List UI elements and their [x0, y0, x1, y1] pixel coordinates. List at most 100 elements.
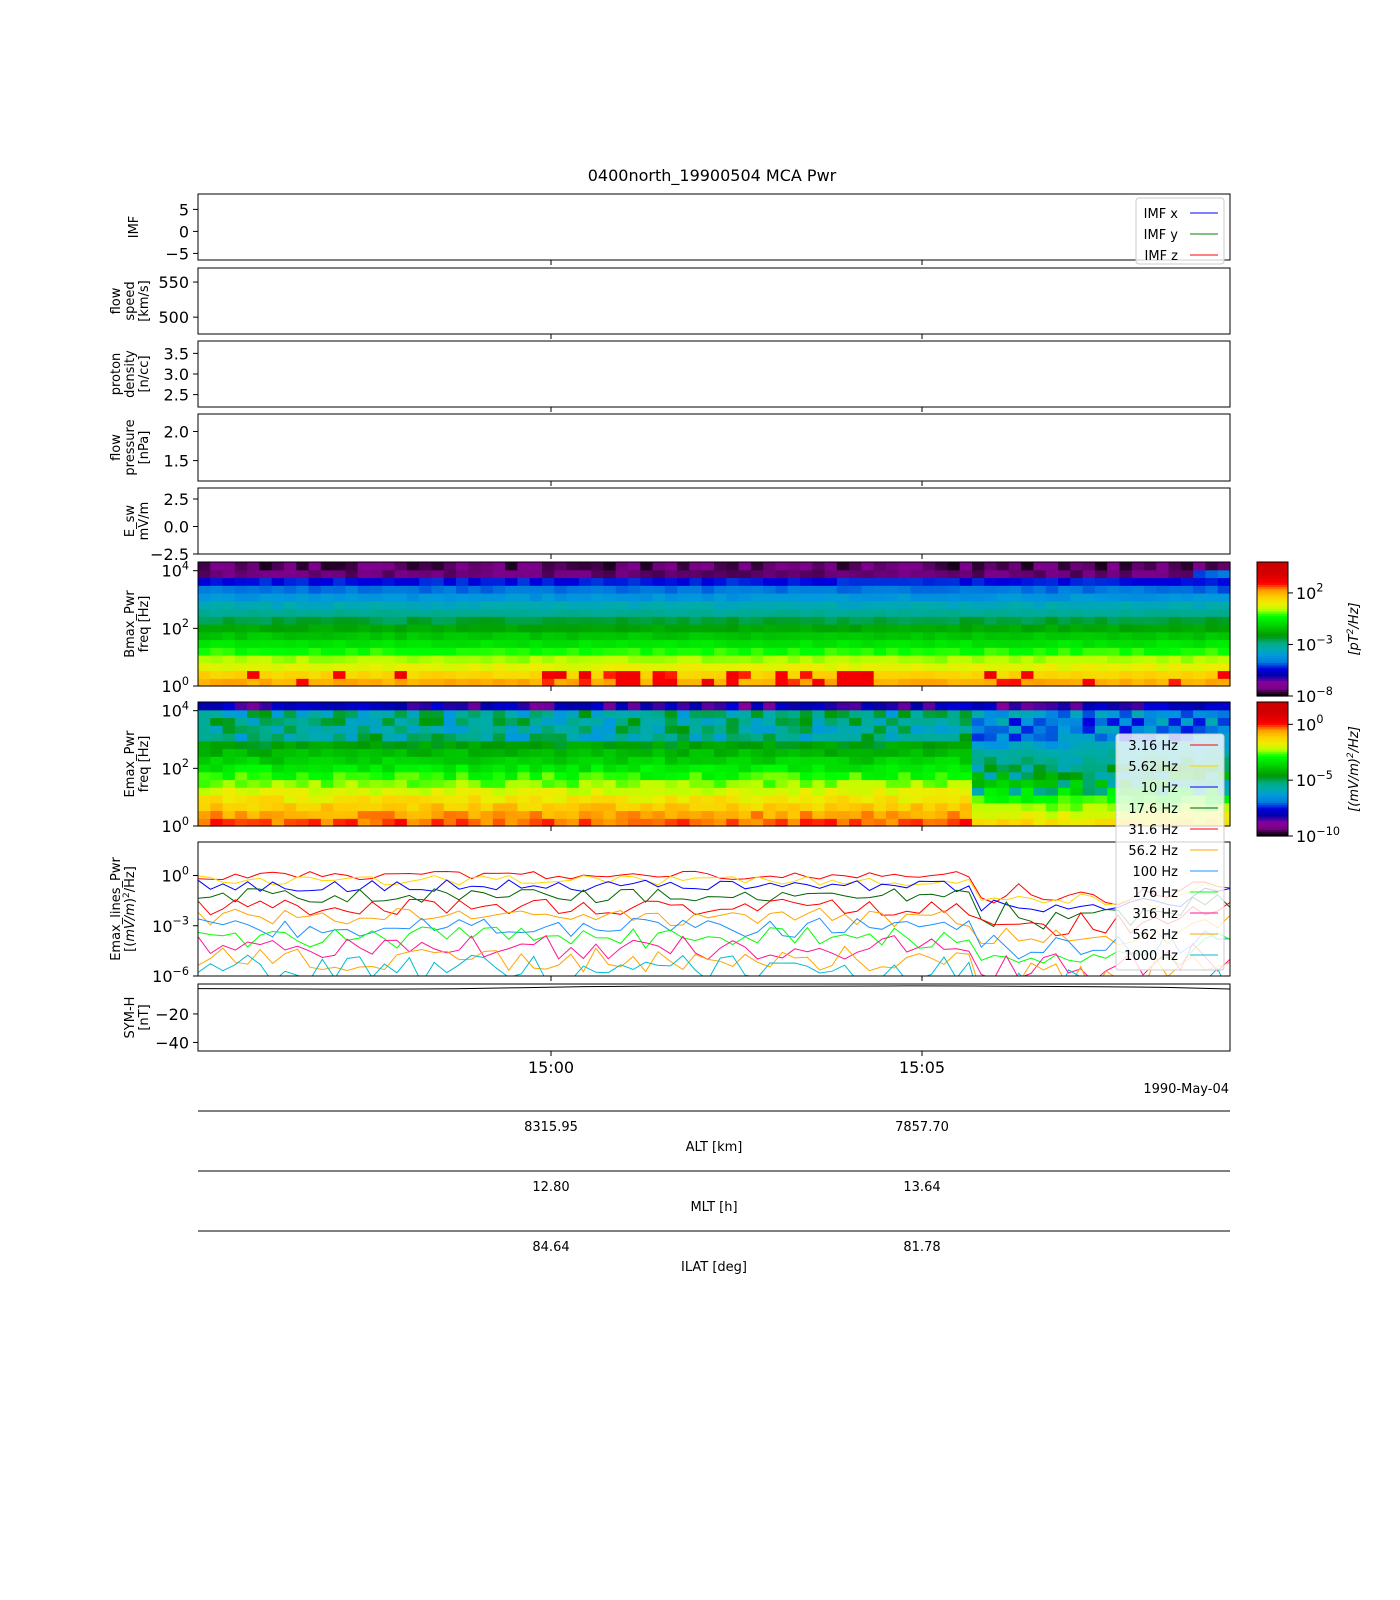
spectrogram-cell — [1156, 647, 1170, 656]
spectrogram-cell — [296, 764, 310, 773]
spectrogram-cell — [984, 779, 998, 788]
spectrogram-cell — [849, 639, 863, 648]
spectrogram-cell — [1058, 725, 1071, 734]
spectrogram-cell — [652, 818, 666, 827]
panel-proton-density-y-ticks: 3.53.02.5 — [164, 344, 198, 405]
spectrogram-cell — [234, 585, 248, 594]
spectrogram-cell — [382, 717, 396, 726]
spectrogram-cell — [1008, 787, 1022, 796]
spectrogram-cell — [836, 717, 850, 726]
spectrogram-cell — [996, 802, 1010, 812]
spectrogram-cell — [308, 818, 322, 827]
spectrogram-cell — [198, 585, 211, 594]
spectrogram-cell — [480, 702, 494, 711]
spectrogram-cell — [812, 764, 826, 773]
spectrogram-cell — [566, 655, 580, 664]
spectrogram-cell — [1021, 662, 1035, 672]
spectrogram-cell — [861, 631, 875, 641]
spectrogram-cell — [873, 795, 887, 804]
spectrogram-cell — [1082, 771, 1096, 781]
spectrogram-cell — [701, 802, 715, 812]
sym-h-series — [197, 985, 1231, 990]
spectrogram-cell — [738, 655, 752, 664]
spectrogram-cell — [591, 593, 605, 602]
spectrogram-cell — [529, 662, 543, 672]
colorbar-step — [1257, 748, 1288, 752]
spectrogram-cell — [419, 670, 433, 679]
colorbar-step — [1257, 671, 1288, 675]
spectrogram-cell — [271, 647, 285, 656]
spectrogram-cell — [1144, 585, 1157, 594]
spectrogram-cell — [812, 779, 826, 788]
spectrogram-cell — [873, 733, 887, 742]
spectrogram-cell — [394, 600, 408, 610]
spectrogram-cell — [431, 818, 445, 827]
spectrogram-cell — [910, 585, 924, 594]
spectrogram-cell — [431, 725, 445, 734]
spectrogram-cell — [271, 818, 285, 827]
spectrogram-cell — [972, 733, 985, 742]
spectrogram-cell — [677, 616, 691, 625]
spectrogram-cell — [320, 616, 334, 625]
y-tick-label: 2.0 — [164, 422, 189, 441]
spectrogram-cell — [198, 569, 211, 579]
spectrogram-cell — [701, 647, 715, 656]
spectrogram-cell — [394, 662, 408, 672]
spectrogram-cell — [615, 631, 629, 641]
spectrogram-cell — [1107, 608, 1121, 617]
spectrogram-cell — [222, 725, 236, 734]
y-axis-label: Bmax_Pwr — [123, 590, 138, 658]
spectrogram-cell — [431, 779, 445, 788]
spectrogram-cell — [1021, 577, 1035, 586]
spectrogram-cell — [296, 585, 310, 594]
spectrogram-cell — [1180, 631, 1194, 641]
spectrogram-cell — [259, 725, 273, 734]
spectrogram-cell — [800, 717, 813, 726]
spectrogram-cell — [1144, 655, 1157, 664]
spectrogram-cell — [873, 756, 887, 765]
spectrogram-cell — [996, 764, 1010, 773]
spectrogram-cell — [947, 810, 961, 819]
spectrogram-cell — [714, 733, 727, 742]
spectrogram-cell — [664, 771, 678, 781]
spectrogram-cell — [726, 670, 740, 679]
spectrogram-cell — [775, 670, 789, 679]
spectrogram-cell — [456, 662, 469, 672]
spectrogram-cell — [738, 616, 752, 625]
spectrogram-cell — [812, 577, 826, 586]
spectrogram-cell — [910, 670, 924, 679]
spectrogram-cell — [1082, 670, 1096, 679]
spectrogram-cell — [1107, 702, 1121, 711]
spectrogram-cell — [1107, 717, 1121, 726]
spectrogram-cell — [443, 624, 457, 633]
spectrogram-cell — [1094, 779, 1108, 788]
spectrogram-cell — [652, 748, 666, 757]
spectrogram-cell — [210, 740, 224, 750]
spectrogram-cell — [873, 647, 887, 656]
spectrogram-cell — [628, 725, 641, 734]
spectrogram-cell — [861, 670, 875, 679]
spectrogram-cell — [714, 600, 727, 610]
spectrogram-cell — [996, 655, 1010, 664]
spectrogram-cell — [972, 577, 985, 586]
spectrogram-cell — [345, 748, 359, 757]
spectrogram-cell — [1193, 600, 1207, 610]
spectrogram-cell — [787, 787, 801, 796]
spectrogram-cell — [640, 647, 654, 656]
spectrogram-cell — [849, 616, 863, 625]
spectrogram-cell — [247, 647, 261, 656]
spectrogram-cell — [234, 787, 248, 796]
spectrogram-cell — [689, 600, 703, 610]
spectrogram-cell — [431, 631, 445, 641]
spectrogram-cell — [812, 608, 826, 617]
spectrogram-cell — [1217, 608, 1231, 617]
spectrogram-cell — [972, 802, 985, 812]
spectrogram-cell — [628, 562, 641, 571]
spectrogram-cell — [505, 795, 519, 804]
spectrogram-cell — [763, 593, 777, 602]
spectrogram-cell — [935, 600, 949, 610]
spectrogram-cell — [824, 810, 838, 819]
spectrogram-cell — [664, 593, 678, 602]
spectrogram-cell — [1107, 709, 1121, 719]
spectrogram-cell — [763, 585, 777, 594]
